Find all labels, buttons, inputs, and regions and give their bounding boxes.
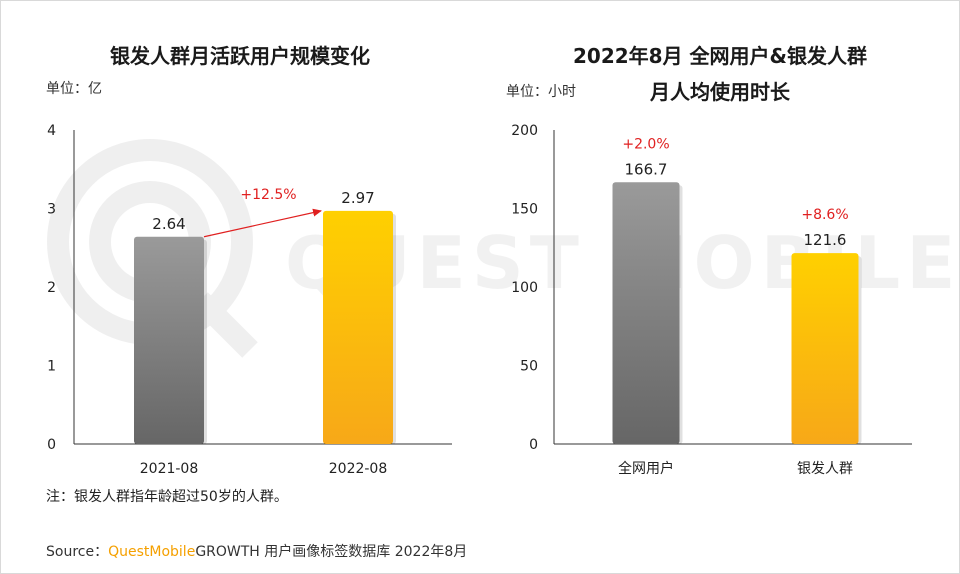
- bar: [791, 253, 859, 444]
- y-tick-label: 0: [47, 437, 56, 453]
- data-label: 166.7: [625, 160, 668, 178]
- data-label: 2.97: [341, 189, 374, 207]
- y-tick-label: 50: [520, 359, 538, 375]
- source-rest: GROWTH 用户画像标签数据库 2022年8月: [195, 544, 468, 560]
- data-label: 121.6: [804, 231, 847, 249]
- bar: [134, 236, 204, 444]
- x-tick-label: 银发人群: [797, 461, 853, 477]
- y-tick-label: 1: [47, 359, 56, 375]
- left-chart-title: 银发人群月活跃用户规模变化: [110, 44, 370, 68]
- source-prefix: Source：: [46, 544, 109, 560]
- y-tick-label: 0: [529, 437, 538, 453]
- bar: [612, 182, 680, 444]
- growth-label: +8.6%: [801, 207, 848, 223]
- x-tick-label: 2021-08: [140, 461, 199, 477]
- left-unit-label: 单位：亿: [46, 81, 102, 97]
- source-line: Source：QuestMobileGROWTH 用户画像标签数据库 2022年…: [46, 541, 467, 561]
- x-tick-label: 全网用户: [618, 460, 674, 477]
- growth-arrow: [203, 208, 322, 238]
- y-tick-label: 200: [511, 123, 538, 139]
- source-brand: QuestMobile: [108, 544, 196, 560]
- footnote: 注：银发人群指年龄超过50岁的人群。: [46, 489, 288, 505]
- growth-label: +2.0%: [622, 136, 669, 152]
- y-tick-label: 3: [47, 202, 56, 218]
- x-tick-label: 2022-08: [329, 461, 388, 477]
- y-tick-label: 4: [47, 123, 56, 139]
- right-chart-title-line2: 月人均使用时长: [650, 80, 790, 104]
- growth-label: +12.5%: [240, 187, 296, 203]
- y-tick-label: 2: [47, 280, 56, 296]
- bar: [323, 210, 393, 444]
- y-tick-label: 100: [511, 280, 538, 296]
- y-tick-label: 150: [511, 202, 538, 218]
- data-label: 2.64: [152, 215, 185, 233]
- right-chart-title-line1: 2022年8月 全网用户&银发人群: [573, 44, 867, 68]
- right-unit-label: 单位：小时: [506, 84, 576, 100]
